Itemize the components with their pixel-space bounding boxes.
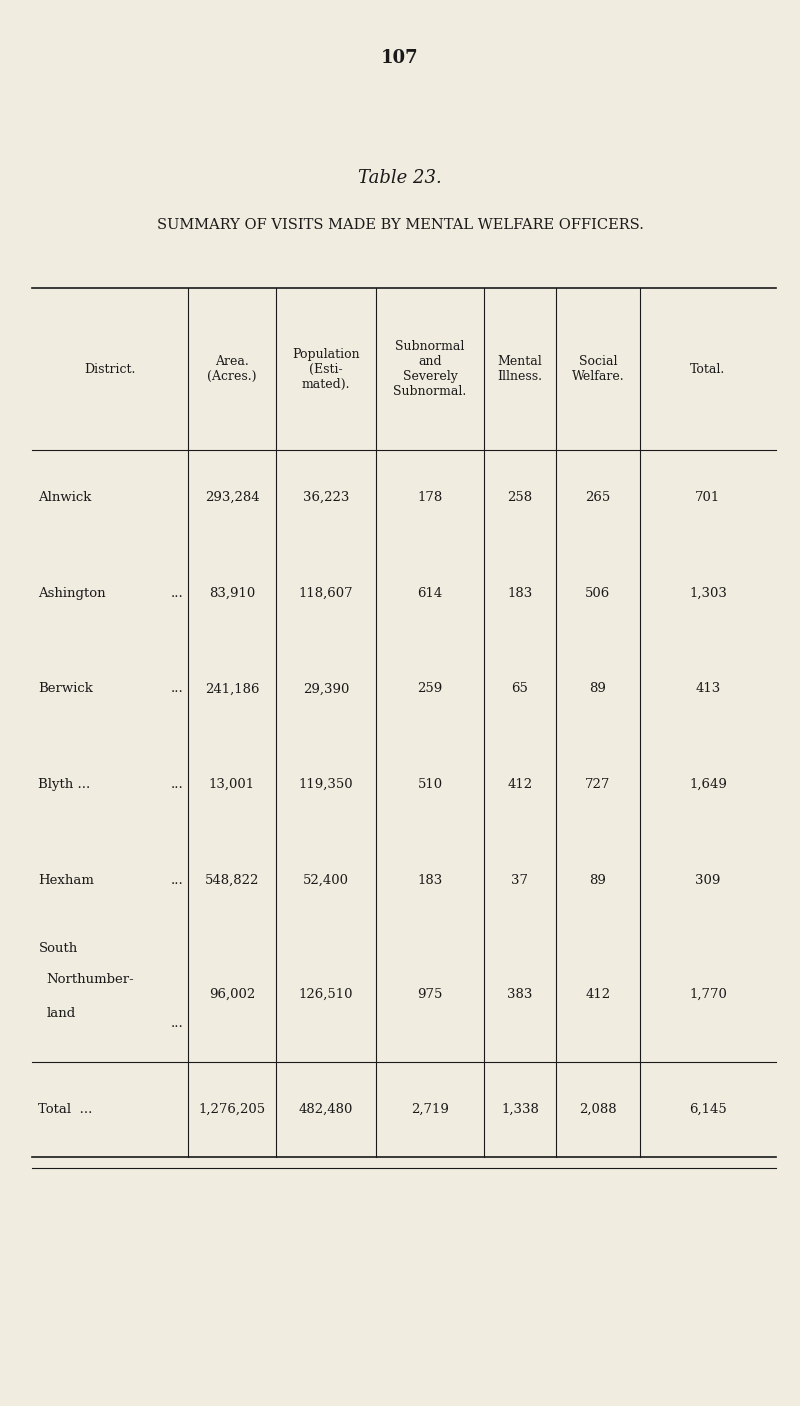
Text: ...: ... bbox=[171, 778, 184, 792]
Text: 1,276,205: 1,276,205 bbox=[198, 1102, 266, 1116]
Text: Population
(Esti-
mated).: Population (Esti- mated). bbox=[292, 347, 360, 391]
Text: Alnwick: Alnwick bbox=[38, 491, 92, 505]
Text: 52,400: 52,400 bbox=[303, 873, 349, 887]
Text: 548,822: 548,822 bbox=[205, 873, 259, 887]
Text: 2,088: 2,088 bbox=[579, 1102, 617, 1116]
Text: Area.
(Acres.): Area. (Acres.) bbox=[207, 356, 257, 382]
Text: 259: 259 bbox=[418, 682, 442, 696]
Text: 510: 510 bbox=[418, 778, 442, 792]
Text: 29,390: 29,390 bbox=[303, 682, 349, 696]
Text: Social
Welfare.: Social Welfare. bbox=[572, 356, 624, 382]
Text: 1,338: 1,338 bbox=[501, 1102, 539, 1116]
Text: Table 23.: Table 23. bbox=[358, 169, 442, 187]
Text: 126,510: 126,510 bbox=[298, 988, 354, 1001]
Text: 183: 183 bbox=[418, 873, 442, 887]
Text: 413: 413 bbox=[695, 682, 721, 696]
Text: 183: 183 bbox=[507, 586, 533, 600]
Text: South: South bbox=[38, 942, 78, 955]
Text: 119,350: 119,350 bbox=[298, 778, 354, 792]
Text: Subnormal
and
Severely
Subnormal.: Subnormal and Severely Subnormal. bbox=[394, 340, 466, 398]
Text: Northumber-: Northumber- bbox=[46, 973, 134, 986]
Text: 65: 65 bbox=[511, 682, 529, 696]
Text: 614: 614 bbox=[418, 586, 442, 600]
Text: 506: 506 bbox=[586, 586, 610, 600]
Text: 701: 701 bbox=[695, 491, 721, 505]
Text: 107: 107 bbox=[381, 49, 419, 67]
Text: 178: 178 bbox=[418, 491, 442, 505]
Text: 96,002: 96,002 bbox=[209, 988, 255, 1001]
Text: 37: 37 bbox=[511, 873, 529, 887]
Text: 727: 727 bbox=[586, 778, 610, 792]
Text: 309: 309 bbox=[695, 873, 721, 887]
Text: 2,719: 2,719 bbox=[411, 1102, 449, 1116]
Text: 89: 89 bbox=[590, 682, 606, 696]
Text: Berwick: Berwick bbox=[38, 682, 94, 696]
Text: 412: 412 bbox=[507, 778, 533, 792]
Text: 293,284: 293,284 bbox=[205, 491, 259, 505]
Text: 118,607: 118,607 bbox=[298, 586, 354, 600]
Text: 412: 412 bbox=[586, 988, 610, 1001]
Text: ...: ... bbox=[171, 682, 184, 696]
Text: Total.: Total. bbox=[690, 363, 726, 375]
Text: 241,186: 241,186 bbox=[205, 682, 259, 696]
Text: Total  ...: Total ... bbox=[38, 1102, 93, 1116]
Text: ...: ... bbox=[171, 873, 184, 887]
Text: 83,910: 83,910 bbox=[209, 586, 255, 600]
Text: 383: 383 bbox=[507, 988, 533, 1001]
Text: District.: District. bbox=[84, 363, 136, 375]
Text: 265: 265 bbox=[586, 491, 610, 505]
Text: ...: ... bbox=[171, 1017, 184, 1029]
Text: ...: ... bbox=[171, 586, 184, 600]
Text: 89: 89 bbox=[590, 873, 606, 887]
Text: Blyth ...: Blyth ... bbox=[38, 778, 90, 792]
Text: 258: 258 bbox=[507, 491, 533, 505]
Text: 1,649: 1,649 bbox=[689, 778, 727, 792]
Text: Ashington: Ashington bbox=[38, 586, 106, 600]
Text: Hexham: Hexham bbox=[38, 873, 94, 887]
Text: Mental
Illness.: Mental Illness. bbox=[498, 356, 542, 382]
Text: 1,303: 1,303 bbox=[689, 586, 727, 600]
Text: 13,001: 13,001 bbox=[209, 778, 255, 792]
Text: 975: 975 bbox=[418, 988, 442, 1001]
Text: 36,223: 36,223 bbox=[303, 491, 349, 505]
Text: 482,480: 482,480 bbox=[299, 1102, 353, 1116]
Text: 6,145: 6,145 bbox=[689, 1102, 727, 1116]
Text: land: land bbox=[46, 1007, 76, 1019]
Text: SUMMARY OF VISITS MADE BY MENTAL WELFARE OFFICERS.: SUMMARY OF VISITS MADE BY MENTAL WELFARE… bbox=[157, 218, 643, 232]
Text: 1,770: 1,770 bbox=[689, 988, 727, 1001]
